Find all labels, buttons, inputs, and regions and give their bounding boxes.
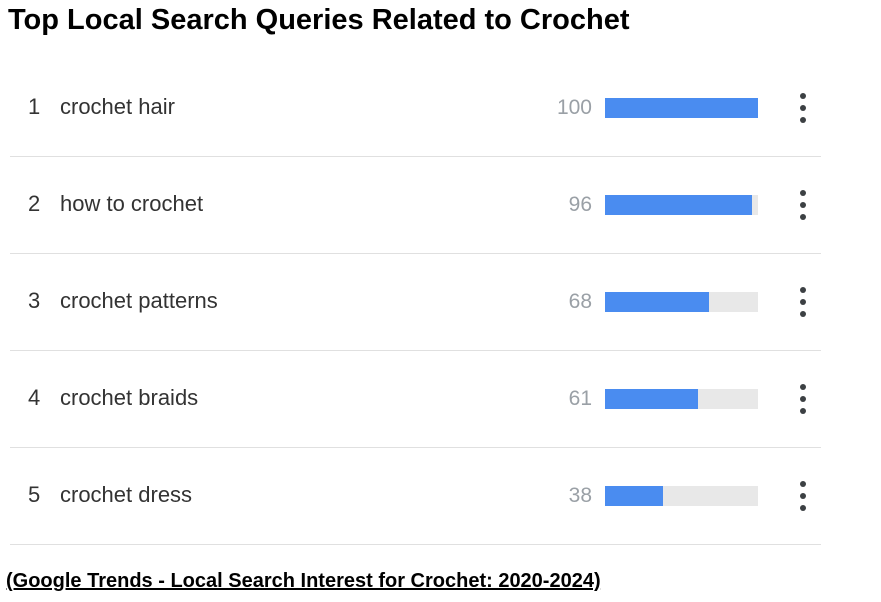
menu-dot [800,190,806,196]
query-row-1[interactable]: 1 crochet hair 100 [10,60,821,157]
query-label[interactable]: crochet dress [60,482,193,507]
rank-label: 5 [28,482,41,507]
query-row-3[interactable]: 3 crochet patterns 68 [10,254,821,351]
more-vert-icon[interactable] [793,384,813,414]
rank-label: 1 [28,94,41,119]
query-row-5[interactable]: 5 crochet dress 38 [10,448,821,545]
more-vert-icon[interactable] [793,190,813,220]
menu-dot [800,384,806,390]
bar-track [605,195,758,215]
rank-label: 3 [28,288,41,313]
bar-fill [605,389,699,409]
menu-dot [800,93,806,99]
menu-dot [800,311,806,317]
value-label: 100 [556,96,592,119]
bar-fill [605,292,710,312]
value-label: 38 [568,484,592,507]
menu-dot [800,481,806,487]
menu-dot [800,408,806,414]
chart-title: Top Local Search Queries Related to Croc… [8,4,630,36]
bar-track [605,486,758,506]
query-label[interactable]: how to crochet [60,191,204,216]
rank-label: 4 [28,385,41,410]
menu-dot [800,505,806,511]
rank-label: 2 [28,191,41,216]
menu-dot [800,299,806,305]
more-vert-icon[interactable] [793,287,813,317]
menu-dot [800,202,806,208]
query-row-2[interactable]: 2 how to crochet 96 [10,157,821,254]
query-row-4[interactable]: 4 crochet braids 61 [10,351,821,448]
bar-track [605,98,758,118]
menu-dot [800,396,806,402]
value-label: 68 [568,290,592,313]
value-label: 96 [568,193,592,216]
bar-track [605,292,758,312]
menu-dot [800,214,806,220]
source-caption: (Google Trends - Local Search Interest f… [6,570,601,592]
menu-dot [800,287,806,293]
bar-fill [605,486,664,506]
query-list: 1 crochet hair 100 2 how to crochet 96 3… [10,60,821,545]
menu-dot [800,117,806,123]
query-label[interactable]: crochet braids [60,385,199,410]
bar-track [605,389,758,409]
query-label[interactable]: crochet hair [60,94,175,119]
menu-dot [800,493,806,499]
value-label: 61 [568,387,592,410]
menu-dot [800,105,806,111]
more-vert-icon[interactable] [793,93,813,123]
query-label[interactable]: crochet patterns [60,288,218,313]
bar-fill [605,98,758,118]
bar-fill [605,195,752,215]
more-vert-icon[interactable] [793,481,813,511]
